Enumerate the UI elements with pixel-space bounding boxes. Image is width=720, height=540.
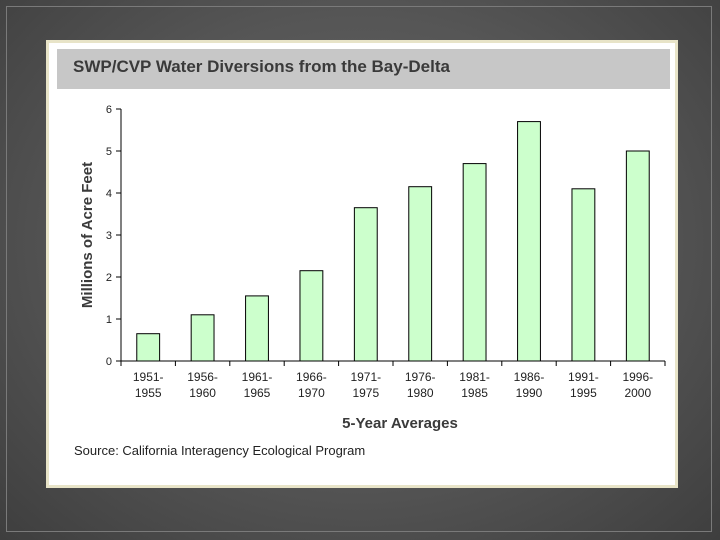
x-tick-label: 1980 [407, 386, 434, 400]
y-tick-label: 4 [106, 188, 112, 200]
bar [299, 270, 324, 362]
source-note: Source: California Interagency Ecologica… [74, 443, 366, 458]
x-tick-label: 1991- [568, 370, 599, 384]
x-tick-label: 1995 [570, 386, 597, 400]
x-tick-label: 2000 [624, 386, 651, 400]
bar [625, 150, 650, 362]
x-tick-label: 1951- [133, 370, 164, 384]
x-axis-title: 5-Year Averages [342, 415, 458, 432]
y-tick-label: 5 [106, 146, 112, 158]
bar-chart: 0 1 2 3 4 5 6 1951- 1955 1956- 1960 1961- 1965 1966- 1… [79, 104, 666, 432]
title-bar: SWP/CVP Water Diversions from the Bay-De… [57, 49, 670, 89]
bar [517, 121, 541, 362]
x-tick-label: 1975 [352, 386, 379, 400]
y-tick-label: 3 [106, 230, 112, 242]
x-tick-label: 1970 [298, 386, 325, 400]
x-tick-label: 1965 [244, 386, 271, 400]
y-tick-label: 0 [106, 356, 112, 368]
x-tick-label: 1961- [242, 370, 273, 384]
slide-border [6, 6, 712, 532]
x-tick-label: 1966- [296, 370, 327, 384]
x-tick-label: 1955 [135, 386, 162, 400]
bar [190, 314, 215, 362]
y-axis-title: Millions of Acre Feet [79, 162, 96, 308]
chart-card: SWP/CVP Water Diversions from the Bay-De… [46, 40, 678, 488]
y-tick-label: 1 [106, 314, 112, 326]
bar [571, 188, 596, 362]
x-tick-label: 1956- [187, 370, 218, 384]
bar [462, 163, 487, 362]
bar [408, 186, 433, 362]
x-tick-label: 1985 [461, 386, 488, 400]
y-tick-label: 6 [106, 104, 112, 116]
x-tick-label: 1971- [350, 370, 381, 384]
y-tick-label: 2 [106, 272, 112, 284]
bar [353, 207, 378, 362]
x-tick-label: 1981- [459, 370, 490, 384]
bar [245, 295, 269, 362]
bar [136, 333, 161, 362]
x-tick-label: 1976- [405, 370, 436, 384]
x-tick-label: 1996- [622, 370, 653, 384]
x-tick-label: 1990 [516, 386, 543, 400]
chart-title: SWP/CVP Water Diversions from the Bay-De… [73, 57, 450, 76]
x-tick-label: 1986- [514, 370, 545, 384]
x-tick-label: 1960 [189, 386, 216, 400]
